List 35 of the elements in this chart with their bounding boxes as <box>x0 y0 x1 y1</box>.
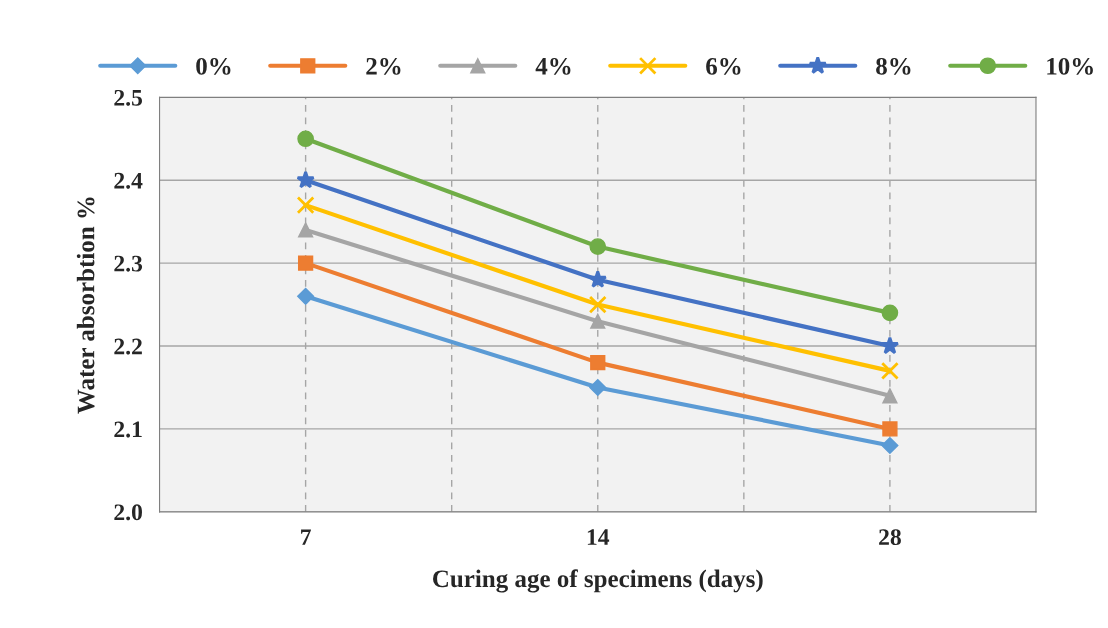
point <box>588 269 608 288</box>
y-tick-label: 2.2 <box>114 338 142 355</box>
y-tick-label: 2.1 <box>114 421 142 438</box>
point <box>880 336 900 355</box>
y-tick-label: 2.3 <box>114 255 143 272</box>
point <box>296 170 315 189</box>
point <box>589 238 607 255</box>
legend-label: 6% <box>706 57 741 75</box>
point <box>296 196 315 215</box>
y-tick-label: 2.0 <box>114 504 142 521</box>
y-axis-title: Water absorbtion % <box>76 197 95 414</box>
point <box>588 295 607 314</box>
legend-label: 2% <box>366 57 401 75</box>
legend-label: 10% <box>1047 57 1093 75</box>
x-tick-label: 7 <box>301 529 311 545</box>
point <box>297 222 314 238</box>
point <box>297 130 314 148</box>
point <box>590 354 606 371</box>
x-axis-title: Curing age of specimens (days) <box>433 569 763 593</box>
point <box>880 361 899 380</box>
x-tick-label: 14 <box>587 529 610 545</box>
x-tick-label: 28 <box>879 529 901 546</box>
point <box>297 287 315 305</box>
point <box>590 313 606 329</box>
point <box>881 304 899 322</box>
y-tick-label: 2.5 <box>114 89 143 106</box>
point <box>881 436 899 455</box>
point <box>882 388 898 404</box>
point <box>589 378 607 397</box>
point <box>297 255 314 271</box>
legend-label: 4% <box>535 57 571 75</box>
point <box>882 421 898 437</box>
legend-label: 8% <box>876 57 911 75</box>
legend-label: 0% <box>196 57 231 75</box>
y-tick-label: 2.4 <box>114 172 143 189</box>
